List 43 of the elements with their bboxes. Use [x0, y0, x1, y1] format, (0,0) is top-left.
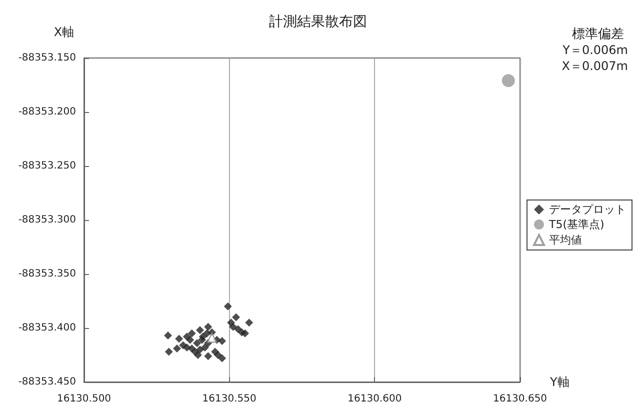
- point: [238, 328, 246, 336]
- point: [206, 332, 217, 343]
- text: X＝0.007m: [562, 59, 628, 73]
- point: [214, 351, 222, 359]
- point: [224, 302, 232, 310]
- legend-label: 平均値: [549, 234, 582, 246]
- y-tick-label: -88353.200: [18, 106, 76, 118]
- y-tick-label: -88353.350: [18, 268, 76, 280]
- point: [193, 339, 202, 348]
- x-tick-label: 16130.550: [202, 394, 256, 404]
- y-tick-label: -88353.300: [18, 214, 76, 226]
- x-tick-label: 16130.600: [348, 394, 402, 404]
- point: [173, 344, 182, 353]
- point: [204, 352, 212, 360]
- legend-label: データプロット: [549, 203, 626, 216]
- point: [198, 336, 206, 344]
- point: [179, 341, 188, 350]
- y-tick-label: -88353.450: [18, 376, 76, 388]
- point: [188, 329, 196, 338]
- point: [196, 346, 204, 354]
- point: [188, 344, 196, 353]
- y-tick-label: -88353.250: [18, 160, 76, 172]
- point: [164, 332, 172, 340]
- text: Y＝0.006m: [562, 43, 628, 57]
- point: [502, 74, 515, 88]
- x-axis-title: Y軸: [549, 375, 570, 389]
- x-tick-label: 16130.650: [492, 394, 548, 404]
- point: [182, 332, 191, 341]
- y-axis-title: X軸: [54, 25, 74, 39]
- y-tick-label: -88353.150: [18, 52, 76, 64]
- point: [164, 348, 173, 356]
- chart-title: 計測結果散布図: [269, 14, 367, 30]
- point: [232, 313, 240, 322]
- y-tick-label: -88353.400: [18, 322, 76, 334]
- point: [202, 329, 211, 338]
- text: 標準偏差: [572, 27, 624, 42]
- legend-label: T5(基準点): [548, 218, 604, 231]
- point: [245, 318, 254, 327]
- point: [196, 326, 204, 334]
- x-tick-label: 16130.500: [56, 394, 112, 404]
- point: [204, 322, 212, 331]
- point: [229, 322, 238, 331]
- point: [175, 334, 184, 343]
